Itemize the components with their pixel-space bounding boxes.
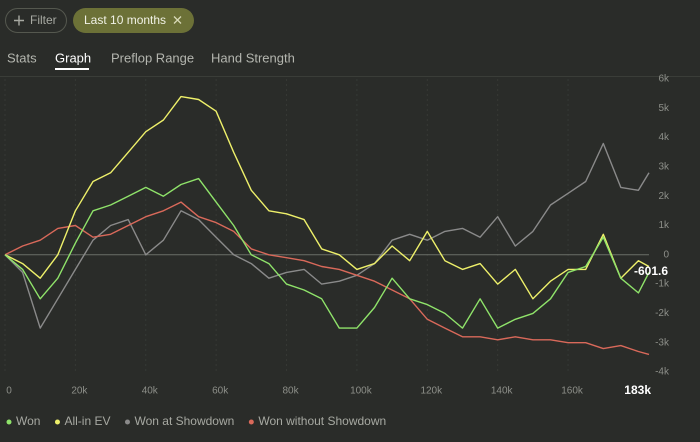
y-tick-label: -4k [655,367,670,378]
x-tick-label: 80k [282,386,299,397]
y-tick-label: 4k [658,132,670,143]
legend-item[interactable]: Won at Showdown [124,414,234,428]
legend-dot [6,419,12,425]
legend-dot [248,419,254,425]
plot: 0 20k 40k 60k 80k 100k 120k 140k 160k 183k 6k 5k 4k 3… [4,74,670,428]
end-value-label: -601.6 [634,264,668,278]
y-tick-label: 3k [658,162,670,173]
chip-label: Last 10 months [84,13,166,27]
tab-active[interactable]: Graph [55,50,91,65]
filter-label: Filter [30,13,57,27]
tabs: Stats Graph Preflop Range Hand Strength [7,50,295,70]
x-tick-label: 40k [142,386,159,397]
x-tick-label: 140k [491,386,514,397]
series-line [4,142,650,329]
y-tick-label: -3k [655,337,670,348]
series-line [4,177,650,329]
tab[interactable]: Stats [7,50,37,65]
y-tick-label: 6k [658,74,670,85]
plus-icon [14,15,24,26]
x-tick-label: 120k [420,386,443,397]
close-icon[interactable] [173,16,182,24]
x-tick-label: 160k [561,386,584,397]
series-line [4,201,650,356]
filter-button[interactable]: Filter [5,8,67,33]
legend-label: Won [16,414,40,428]
legend-item[interactable]: All-in EV [54,414,111,428]
chip-bg [73,8,194,33]
tab-underline [55,68,89,70]
active-filter-chip[interactable]: Last 10 months [73,8,194,33]
legend-label: Won without Showdown [258,414,386,428]
x-tick-label: 0 [6,386,12,397]
x-tick-label: 60k [212,386,229,397]
filter-button-border [5,8,67,33]
legend-label: Won at Showdown [134,414,234,428]
legend-label: All-in EV [64,414,110,428]
y-tick-label: 1k [658,220,670,231]
x-tick-label: 183k [624,383,651,397]
y-tick-label: 0 [663,249,669,260]
tab[interactable]: Hand Strength [211,50,295,65]
legend-item[interactable]: Won without Showdown [248,414,386,428]
x-tick-label: 20k [71,386,88,397]
x-tick-label: 100k [350,386,373,397]
tab[interactable]: Preflop Range [111,50,194,65]
y-tick-label: 5k [658,103,670,114]
series-line [4,95,650,300]
y-tick-label: -1k [655,279,670,290]
legend-dot [54,419,60,425]
y-tick-label: -2k [655,308,670,319]
y-tick-label: 2k [658,191,670,202]
legend-item[interactable]: Won [6,414,41,428]
legend-dot [124,419,130,425]
